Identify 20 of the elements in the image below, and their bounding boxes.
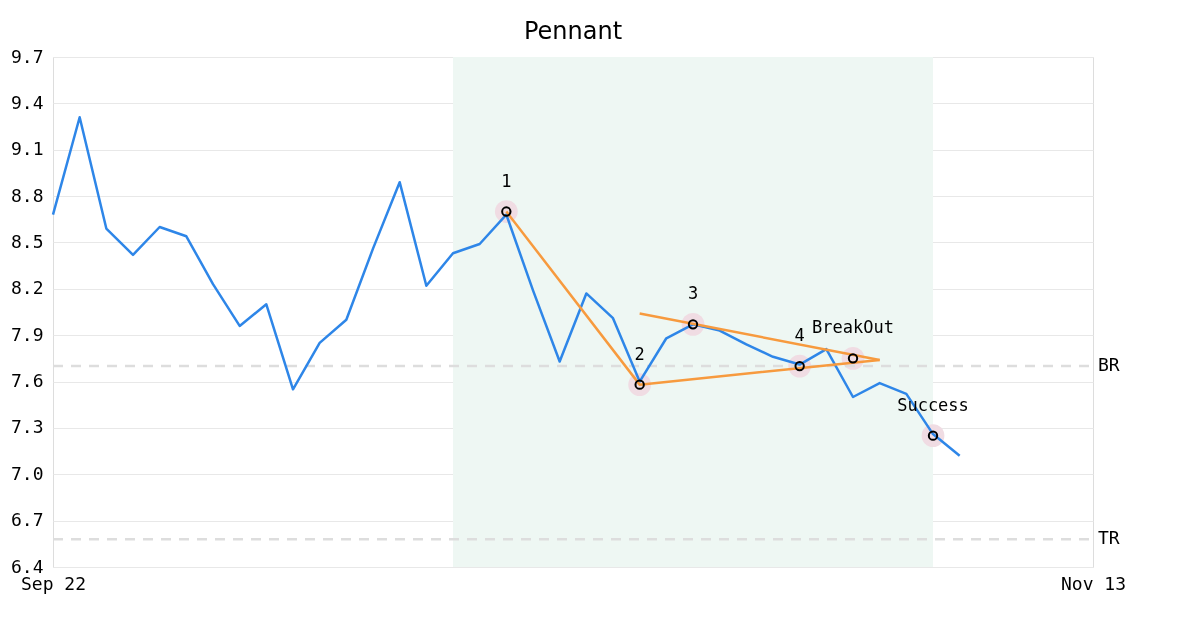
ref-line-label: BR [1098, 354, 1120, 376]
y-tick-label: 8.8 [10, 184, 44, 206]
y-tick-label: 8.2 [10, 277, 44, 299]
x-tick-label: Nov 13 [1060, 572, 1127, 594]
chart-title: Pennant [523, 17, 623, 45]
y-tick-label: 7.6 [10, 370, 44, 392]
y-tick-label: 7.9 [10, 323, 44, 345]
annotation: 1 [501, 170, 512, 191]
y-tick-label: 6.7 [10, 509, 44, 531]
y-tick-label: 9.1 [10, 138, 44, 160]
ref-line-label: TR [1098, 527, 1120, 549]
y-tick-label: 8.5 [10, 230, 44, 252]
y-tick-label: 9.7 [10, 45, 44, 67]
annotation: BreakOut [812, 317, 894, 338]
y-tick-label: 9.4 [10, 91, 44, 113]
annotation: 2 [634, 343, 645, 364]
y-tick-label: 7.3 [10, 416, 44, 438]
annotation: 4 [794, 325, 805, 346]
annotation: 3 [687, 283, 699, 304]
y-tick-label: 7.0 [10, 462, 44, 484]
